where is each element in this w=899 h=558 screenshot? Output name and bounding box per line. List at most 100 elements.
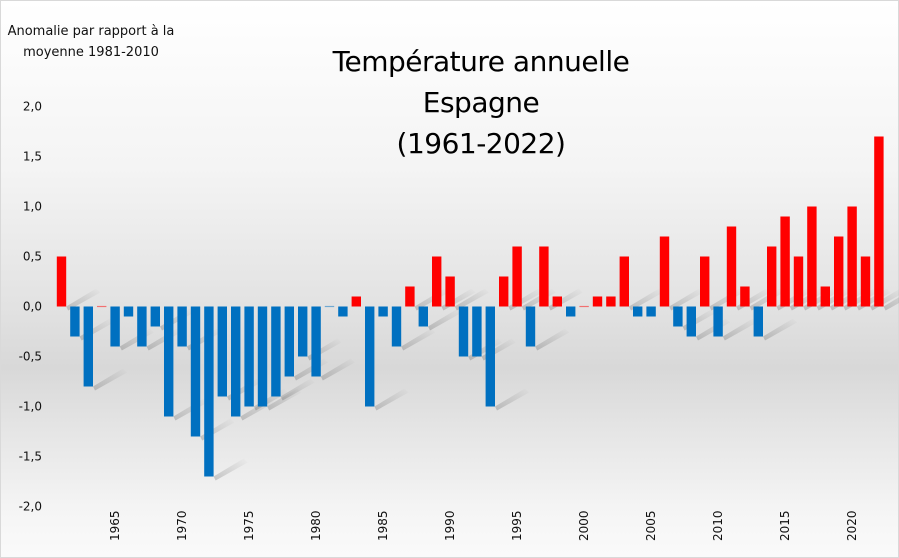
x-tick-label: 1980 bbox=[309, 510, 323, 541]
x-tick-label: 2015 bbox=[778, 510, 792, 541]
bar-1961 bbox=[56, 256, 67, 307]
bar-1990 bbox=[445, 276, 455, 307]
bar-1982 bbox=[338, 306, 348, 317]
y-tick-label: -1,5 bbox=[19, 450, 42, 464]
y-tick-label: 0,0 bbox=[23, 300, 42, 314]
bar-1988 bbox=[418, 306, 428, 327]
bar-shadow bbox=[722, 318, 757, 341]
bar-1981 bbox=[324, 305, 335, 308]
bar-shadow bbox=[320, 358, 355, 381]
bar-1996 bbox=[525, 306, 536, 347]
bar-1965 bbox=[110, 306, 120, 347]
bar-1985 bbox=[378, 306, 388, 317]
bar-1995 bbox=[512, 246, 522, 307]
bar-2012 bbox=[740, 286, 750, 307]
x-tick-label: 2020 bbox=[845, 510, 859, 541]
bar-1989 bbox=[432, 256, 442, 307]
bar-1984 bbox=[365, 306, 375, 407]
bar-1987 bbox=[405, 286, 415, 307]
bar-1971 bbox=[190, 306, 201, 437]
x-tick-label: 1995 bbox=[510, 510, 524, 541]
bar-1978 bbox=[284, 306, 294, 377]
bar-1998 bbox=[552, 296, 562, 307]
x-tick-label: 1970 bbox=[175, 510, 189, 541]
chart-title-line-1: Température annuelle bbox=[332, 45, 630, 78]
bar-1997 bbox=[539, 246, 549, 307]
bar-shadow bbox=[669, 288, 704, 311]
bar-2015 bbox=[780, 216, 790, 307]
y-tick-label: 2,0 bbox=[23, 100, 42, 114]
bar-1979 bbox=[298, 306, 308, 357]
bar-1975 bbox=[244, 306, 254, 407]
bar-1966 bbox=[123, 306, 134, 317]
bar-2006 bbox=[659, 236, 670, 307]
x-tick-label: 2010 bbox=[711, 510, 725, 541]
bar-2019 bbox=[834, 236, 844, 307]
bar-2004 bbox=[633, 306, 643, 317]
x-axis-ticks: 1965 1970 1975 1980 1985 1990 1995 2000 2005 2010… bbox=[108, 510, 859, 541]
bar-1993 bbox=[485, 306, 495, 407]
bar-shadow bbox=[428, 308, 462, 331]
bar-shadow bbox=[93, 368, 127, 391]
y-axis-label: Anomalie par rapport à la moyenne 1981-2… bbox=[1, 21, 181, 63]
x-tick-label: 2000 bbox=[577, 510, 591, 541]
bar-1999 bbox=[566, 306, 576, 317]
bar-2013 bbox=[753, 306, 763, 337]
x-tick-label: 1965 bbox=[108, 510, 122, 541]
bar-shadow bbox=[401, 328, 436, 351]
y-tick-label: 1,5 bbox=[23, 150, 42, 164]
y-tick-label: -2,0 bbox=[19, 500, 42, 514]
bar-shadow bbox=[883, 297, 899, 311]
bar-1976 bbox=[257, 306, 268, 407]
bar-shadow bbox=[629, 288, 663, 311]
y-tick-label: 0,5 bbox=[23, 250, 42, 264]
bar-1991 bbox=[458, 306, 469, 357]
bar-2003 bbox=[619, 256, 629, 307]
bar-1977 bbox=[271, 306, 281, 397]
bar-1973 bbox=[217, 306, 227, 397]
bar-1992 bbox=[472, 306, 482, 357]
bar-2010 bbox=[713, 306, 723, 337]
bar-2008 bbox=[686, 306, 696, 337]
bar-shadow bbox=[280, 378, 315, 401]
bar-1963 bbox=[83, 306, 93, 387]
bar-1970 bbox=[177, 306, 187, 347]
bar-1986 bbox=[391, 306, 402, 347]
bar-1980 bbox=[311, 306, 321, 377]
bar-shadow bbox=[66, 288, 101, 311]
bar-1972 bbox=[204, 306, 214, 477]
y-tick-label: -1,0 bbox=[19, 400, 42, 414]
bar-2022 bbox=[874, 136, 884, 307]
y-axis-label-line-1: Anomalie par rapport à la bbox=[7, 24, 175, 39]
bar-1968 bbox=[150, 306, 160, 327]
bar-shadow bbox=[454, 288, 489, 311]
chart-title-line-2: Espagne bbox=[422, 86, 540, 119]
bar-shadow bbox=[495, 388, 529, 411]
bar-2005 bbox=[646, 306, 656, 317]
bar-1969 bbox=[164, 306, 174, 417]
bar-shadow bbox=[213, 458, 248, 481]
x-tick-label: 2005 bbox=[644, 510, 658, 541]
bar-1964 bbox=[97, 305, 107, 308]
y-axis-ticks: 2,0 1,5 1,0 0,5 0,0 -0,5 -1,0 -1,5 -2,0 bbox=[19, 100, 42, 514]
bar-1962 bbox=[70, 306, 80, 337]
bar-1974 bbox=[231, 306, 241, 417]
chart-title-line-3: (1961-2022) bbox=[396, 127, 566, 160]
bar-2011 bbox=[726, 226, 737, 307]
bar-1994 bbox=[499, 276, 509, 307]
bar-2009 bbox=[700, 256, 710, 307]
bar-shadow bbox=[173, 398, 208, 421]
bar-1967 bbox=[137, 306, 147, 347]
bar-2001 bbox=[592, 296, 603, 307]
bar-2002 bbox=[606, 296, 616, 307]
bar-2000 bbox=[579, 305, 589, 308]
bar-shadow bbox=[763, 318, 797, 341]
bar-1983 bbox=[351, 296, 361, 307]
bar-2021 bbox=[860, 256, 871, 307]
chart-title: Température annuelle Espagne (1961-2022) bbox=[281, 41, 681, 164]
bar-2018 bbox=[820, 286, 830, 307]
x-tick-label: 1990 bbox=[443, 510, 457, 541]
bar-2020 bbox=[847, 206, 857, 307]
